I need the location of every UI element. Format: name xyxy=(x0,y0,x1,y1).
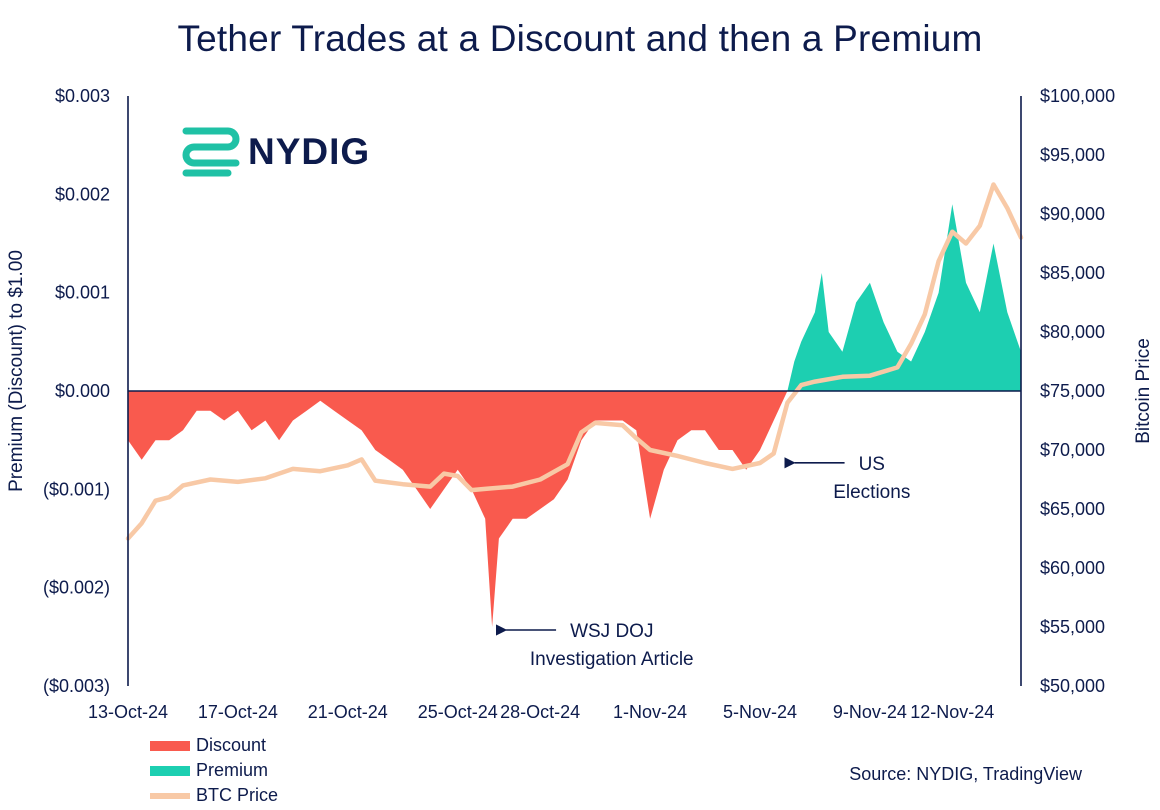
legend-label-discount: Discount xyxy=(196,735,267,755)
btc-price-line xyxy=(125,182,1024,541)
y-tick-label: $0.000 xyxy=(55,381,110,401)
y2-tick-label: $85,000 xyxy=(1040,263,1105,283)
x-tick-label: 17-Oct-24 xyxy=(198,702,278,722)
x-tick-label: 12-Nov-24 xyxy=(910,702,994,722)
legend-swatch-btc xyxy=(150,792,190,799)
x-tick-label: 5-Nov-24 xyxy=(723,702,797,722)
y2-tick-label: $95,000 xyxy=(1040,145,1105,165)
y2-tick-label: $100,000 xyxy=(1040,86,1115,106)
legend-item-premium: Premium xyxy=(150,758,278,783)
legend-swatch-premium xyxy=(150,765,190,776)
y-tick-label: $0.001 xyxy=(55,283,110,303)
nydig-logo-text: NYDIG xyxy=(248,131,371,172)
source-note: Source: NYDIG, TradingView xyxy=(849,764,1082,784)
y2-axis-label: Bitcoin Price xyxy=(1133,338,1154,444)
y-tick-label: ($0.001) xyxy=(43,479,110,499)
y2-tick-label: $55,000 xyxy=(1040,617,1105,637)
axes-layer: $0.003 $0.002 $0.001 $0.000 ($0.001) ($0.002)… xyxy=(6,86,1154,722)
y2-tick-label: $90,000 xyxy=(1040,204,1105,224)
legend-item-discount: Discount xyxy=(150,733,278,758)
y2-tick-label: $75,000 xyxy=(1040,381,1105,401)
x-tick-label: 28-Oct-24 xyxy=(500,702,580,722)
legend-swatch-discount xyxy=(150,740,190,751)
legend-label-premium: Premium xyxy=(196,760,269,780)
y2-tick-label: $65,000 xyxy=(1040,499,1105,519)
area-layer xyxy=(128,204,1021,627)
y-tick-label: $0.002 xyxy=(55,184,110,204)
chart-title: Tether Trades at a Discount and then a P… xyxy=(177,18,983,59)
legend: Discount Premium BTC Price xyxy=(150,733,278,808)
us-elections-annotation-line-1: US xyxy=(859,454,885,475)
legend-item-btc: BTC Price xyxy=(150,783,278,808)
annotation-layer: WSJ DOJ Investigation Article US Elections xyxy=(495,454,910,670)
y2-tick-label: $80,000 xyxy=(1040,322,1105,342)
line-layer xyxy=(125,182,1024,541)
x-tick-label: 25-Oct-24 xyxy=(418,702,498,722)
x-tick-label: 21-Oct-24 xyxy=(308,702,388,722)
x-tick-label: 13-Oct-24 xyxy=(88,702,168,722)
x-tick-label: 1-Nov-24 xyxy=(613,702,687,722)
us-elections-annotation-line-2: Elections xyxy=(833,482,910,503)
area-premium xyxy=(787,204,1021,391)
x-tick-label: 9-Nov-24 xyxy=(833,702,907,722)
wsj-doj-annotation-line-2: Investigation Article xyxy=(530,649,694,670)
y-axis-label: Premium (Discount) to $1.00 xyxy=(6,250,27,492)
wsj-doj-annotation-line-1: WSJ DOJ xyxy=(570,621,653,642)
y2-tick-label: $50,000 xyxy=(1040,676,1105,696)
y-tick-label: ($0.003) xyxy=(43,676,110,696)
area-discount xyxy=(128,391,788,627)
legend-label-btc: BTC Price xyxy=(196,785,279,805)
nydig-logo: NYDIG xyxy=(182,125,370,179)
y2-tick-label: $60,000 xyxy=(1040,558,1105,578)
y2-tick-label: $70,000 xyxy=(1040,440,1105,460)
y-tick-label: $0.003 xyxy=(55,86,110,106)
y-tick-label: ($0.002) xyxy=(43,578,110,598)
nydig-logo-icon xyxy=(182,127,240,177)
